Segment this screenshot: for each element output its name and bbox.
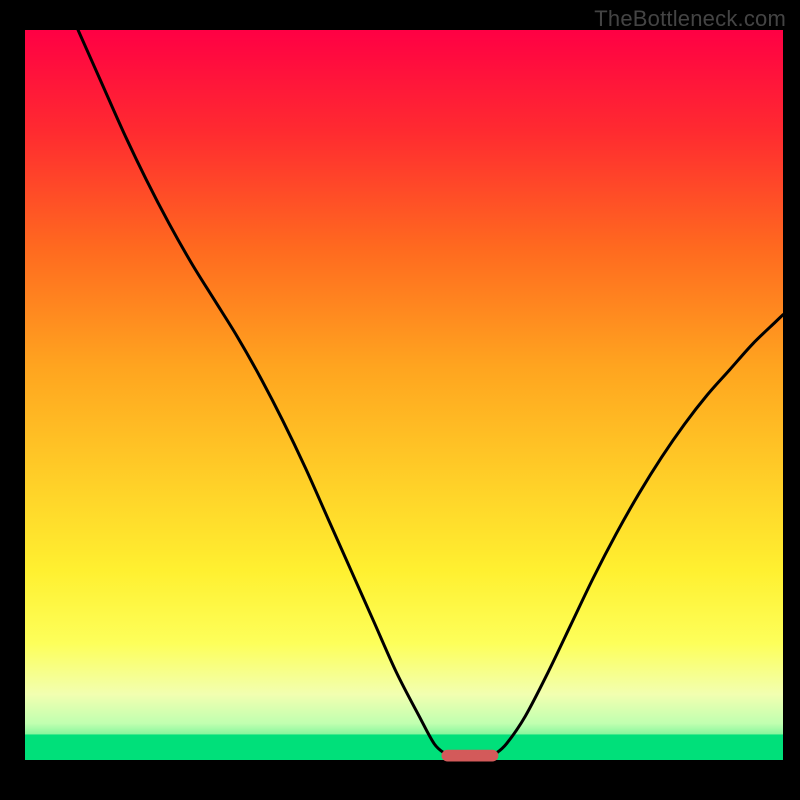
chart-container: TheBottleneck.com — [0, 0, 800, 800]
bottleneck-chart — [0, 0, 800, 800]
bottom-marker — [442, 750, 499, 762]
green-band — [25, 734, 783, 760]
watermark-text: TheBottleneck.com — [594, 6, 786, 32]
plot-background — [25, 30, 783, 760]
